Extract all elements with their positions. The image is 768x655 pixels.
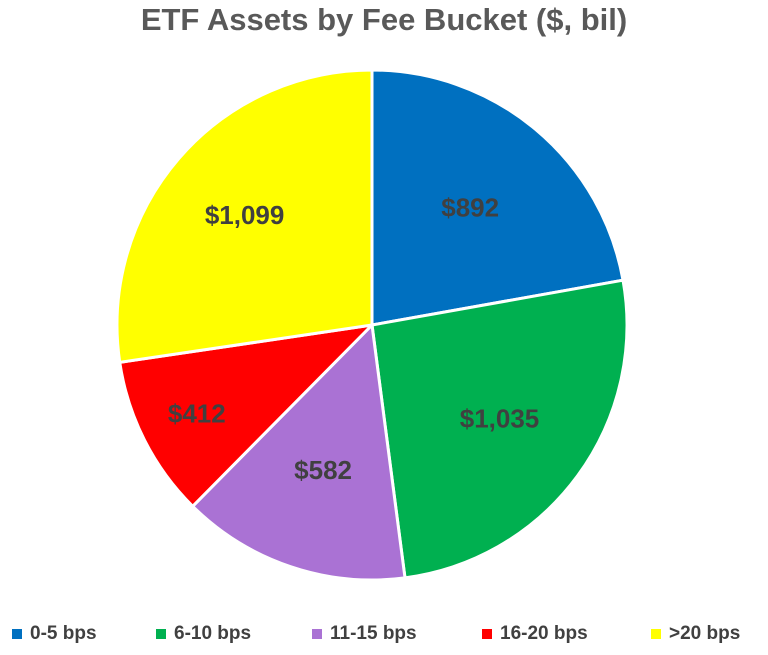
legend-label: 16-20 bps [500,623,588,644]
data-label-6-10-bps: $1,035 [460,403,540,433]
pie-slice-6-10-bps [370,278,629,580]
legend-item-16-20-bps: 16-20 bps [482,620,588,648]
data-label-0-5-bps: $892 [441,193,499,223]
legend-swatch [312,629,322,639]
data-label-20-bps: $1,099 [205,200,285,230]
legend-label: 0-5 bps [30,623,97,644]
legend-item-11-15-bps: 11-15 bps [312,620,417,648]
legend-swatch [482,629,492,639]
pie-slice-16-20-bps [118,323,374,508]
legend-swatch [12,629,22,639]
pie-chart: $892 $1,035 $582 $412 $1,099 [115,68,629,582]
pie-slice-0-5-bps [370,68,625,327]
pie-slice-11-15-bps [191,323,407,582]
data-label-11-15-bps: $582 [294,455,352,485]
legend-label: 6-10 bps [174,623,252,644]
legend-swatch [156,629,166,639]
legend-swatch [651,629,661,639]
legend-item-20-bps: >20 bps [651,620,740,648]
chart-title: ETF Assets by Fee Bucket ($, bil) [140,2,628,37]
pie-slice-20-bps [115,68,374,364]
pie-slices [115,68,629,582]
legend-label: 11-15 bps [330,623,417,644]
data-label-16-20-bps: $412 [168,399,226,429]
legend-item-6-10-bps: 6-10 bps [156,620,251,648]
legend-item-0-5-bps: 0-5 bps [12,620,97,648]
pie-data-labels: $892 $1,035 $582 $412 $1,099 [168,193,539,485]
legend: 0-5 bps 6-10 bps 11-15 bps 16-20 bps >20 bps [0,620,768,648]
legend-label: >20 bps [669,623,741,644]
